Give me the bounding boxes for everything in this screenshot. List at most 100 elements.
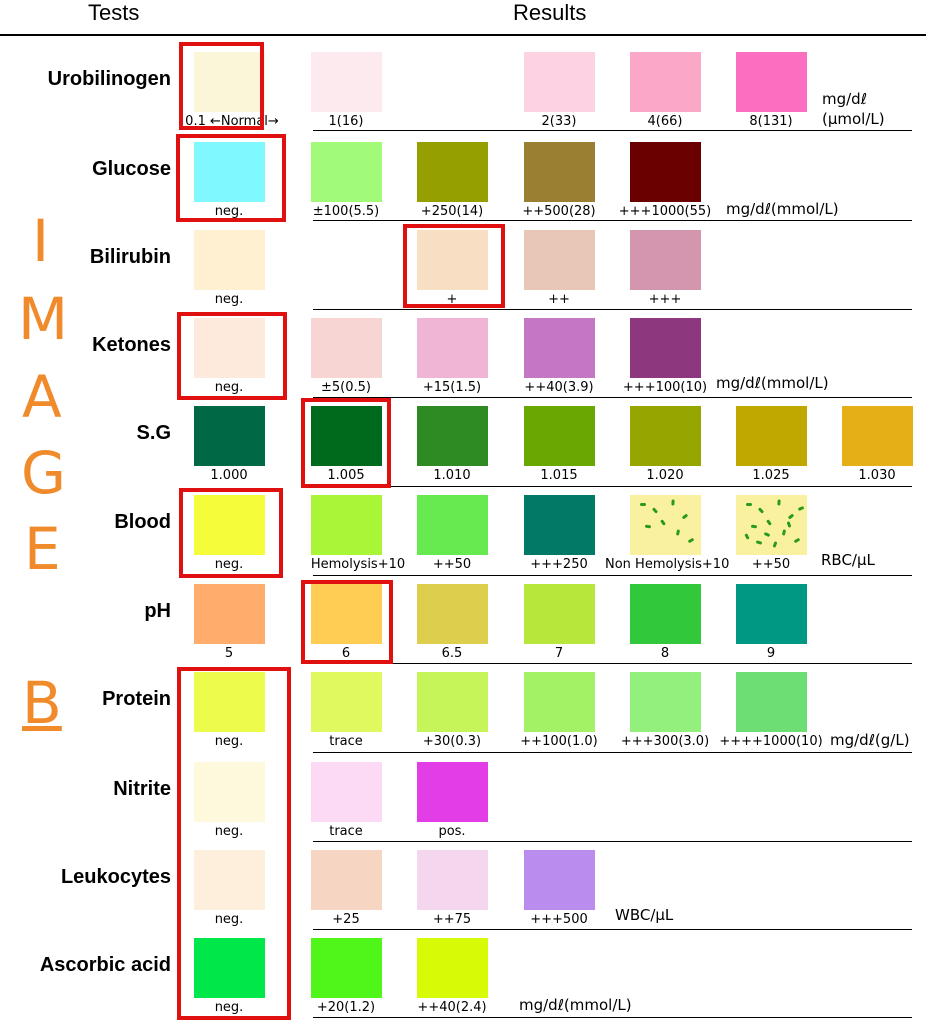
swatch-label-sg-6: 1.030 [858,468,896,483]
swatch-label-ketones-3: ++40(3.9) [524,380,594,395]
swatch-ketones-0 [194,318,265,378]
swatch-label-blood-1: Hemolysis+10 [310,557,406,572]
unit-protein: mg/dℓ(g/L) [830,731,910,749]
swatch-label-nitrite-2: pos. [438,824,466,839]
swatch-glucose-0 [194,142,265,202]
swatch-ph-5 [736,584,807,644]
swatch-nitrite-0 [194,762,265,822]
swatch-blood-3 [524,495,595,555]
unit-ascorbic-acid: mg/dℓ(mmol/L) [519,996,632,1014]
swatch-label-sg-2: 1.010 [433,468,471,483]
swatch-label-sg-4: 1.020 [646,468,684,483]
swatch-urobilinogen-1 [311,52,382,112]
highlight-ketones-neg [177,312,287,400]
swatch-label-ph-3: 7 [554,646,564,661]
swatch-label-bilirubin-1: + [446,292,458,307]
swatch-sg-3 [524,406,595,466]
blood-speck [746,503,752,506]
swatch-label-leukocytes-3: +++500 [530,912,588,927]
blood-speck [750,524,758,529]
swatch-nitrite-1 [311,762,382,822]
swatch-leukocytes-2 [417,850,488,910]
test-name-leukocytes: Leukocytes [60,866,171,888]
swatch-label-urobilinogen-3: 4(66) [647,114,683,129]
swatch-label-ascorbic-acid-2: ++40(2.4) [417,1000,487,1015]
swatch-label-glucose-2: +250(14) [420,204,484,219]
swatch-label-nitrite-1: trace [329,824,363,839]
test-name-ph: pH [144,600,171,622]
test-name-blood: Blood [114,511,171,533]
row-separator [313,663,912,664]
swatch-label-ketones-1: ±5(0.5) [321,380,371,395]
swatch-label-ketones-0: neg. [214,380,244,395]
swatch-ph-0 [194,584,265,644]
swatch-label-urobilinogen-4: 8(131) [749,114,793,129]
test-name-bilirubin: Bilirubin [89,246,171,268]
swatch-sg-4 [630,406,701,466]
swatch-ascorbic-acid-1 [311,938,382,998]
swatch-glucose-4 [630,142,701,202]
swatch-label-leukocytes-2: ++75 [432,912,472,927]
swatch-bilirubin-3 [630,230,701,290]
swatch-glucose-3 [524,142,595,202]
unit-blood: RBC/μL [821,551,875,569]
row-separator [313,752,912,753]
swatch-ascorbic-acid-2 [417,938,488,998]
side-letter-b: B [22,669,62,737]
highlight-urobilinogen-normal [179,42,264,130]
swatch-label-ph-5: 9 [766,646,776,661]
swatch-label-protein-4: +++300(3.0) [620,734,710,749]
swatch-sg-1 [311,406,382,466]
swatch-label-ph-4: 8 [660,646,670,661]
swatch-label-urobilinogen-1: 1(16) [328,114,364,129]
swatch-leukocytes-0 [194,850,265,910]
swatch-protein-1 [311,672,382,732]
swatch-label-glucose-1: ±100(5.5) [312,204,380,219]
swatch-label-sg-1: 1.005 [327,468,365,483]
swatch-label-sg-0: 1.000 [210,468,248,483]
swatch-leukocytes-3 [524,850,595,910]
swatch-label-sg-5: 1.025 [752,468,790,483]
highlight-glucose-neg [176,134,286,222]
unit-urobilinogen: mg/dℓ [822,90,867,108]
swatch-sg-0 [194,406,265,466]
swatch-label-ph-2: 6.5 [441,646,463,661]
swatch-label-ascorbic-acid-1: +20(1.2) [316,1000,376,1015]
swatch-urobilinogen-0 [194,52,265,112]
side-letter-m: M [18,285,69,353]
swatch-ascorbic-acid-0 [194,938,265,998]
swatch-leukocytes-1 [311,850,382,910]
header-divider [0,34,926,36]
swatch-label-blood-0: neg. [214,557,244,572]
row-separator [313,220,912,221]
swatch-label-bilirubin-3: +++ [648,292,682,307]
swatch-blood-2 [417,495,488,555]
unit-glucose: mg/dℓ(mmol/L) [726,200,839,218]
swatch-label-ketones-2: +15(1.5) [422,380,482,395]
swatch-label-leukocytes-1: +25 [332,912,360,927]
tests-header: Tests [88,0,140,25]
swatch-bilirubin-2 [524,230,595,290]
swatch-ph-1 [311,584,382,644]
test-name-glucose: Glucose [92,158,171,180]
swatch-bilirubin-0 [194,230,265,290]
swatch-protein-2 [417,672,488,732]
swatch-ph-4 [630,584,701,644]
swatch-protein-0 [194,672,265,732]
swatch-label-ph-0: 5 [224,646,234,661]
swatch-label-protein-5: ++++1000(10) [719,734,823,749]
swatch-ph-3 [524,584,595,644]
results-header: Results [513,0,587,25]
row-separator [313,575,912,576]
swatch-blood-1 [311,495,382,555]
swatch-protein-4 [630,672,701,732]
row-separator [313,130,912,131]
swatch-label-ascorbic-acid-0: neg. [214,1000,244,1015]
swatch-label-blood-3: +++250 [530,557,588,572]
swatch-label-glucose-4: +++1000(55) [618,204,712,219]
swatch-label-ph-1: 6 [341,646,351,661]
side-letter-a: A [22,363,62,431]
swatch-ketones-4 [630,318,701,378]
unit-ketones: mg/dℓ(mmol/L) [716,374,829,392]
swatch-ketones-3 [524,318,595,378]
